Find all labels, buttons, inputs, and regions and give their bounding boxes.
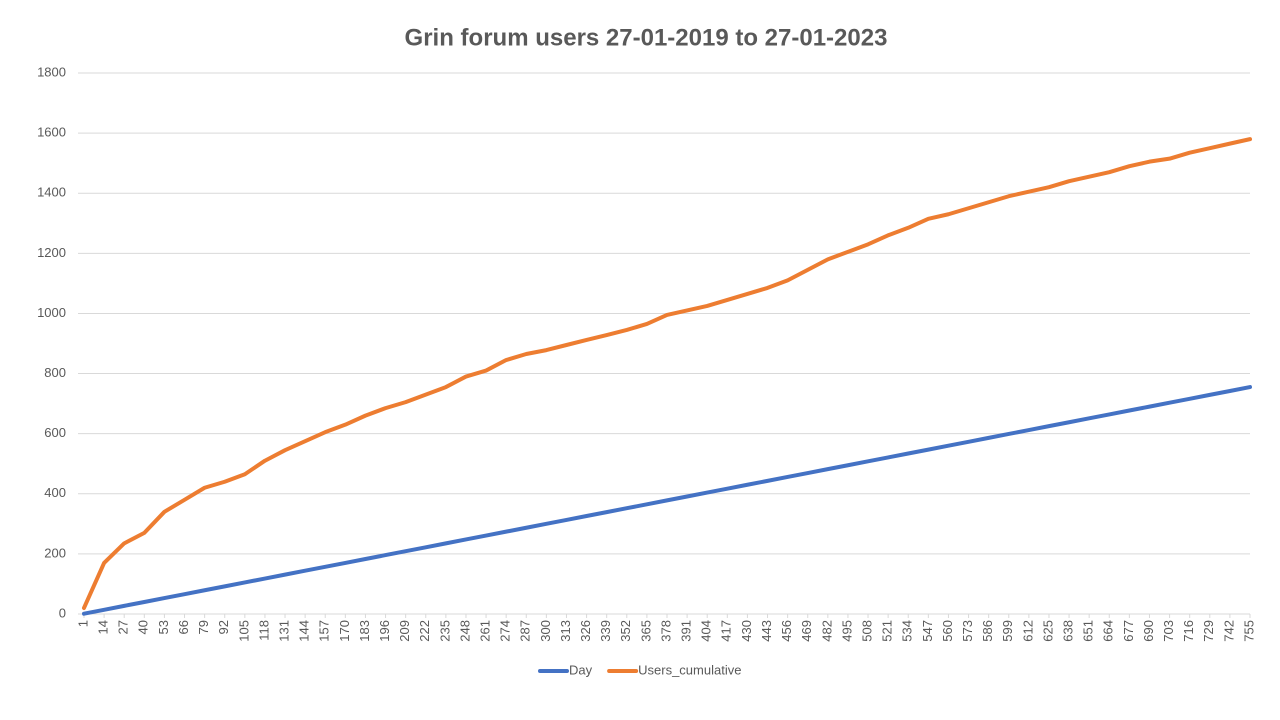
x-tick-label: 79 — [196, 620, 211, 634]
legend-label: Users_cumulative — [638, 662, 741, 677]
x-tick-label: 274 — [498, 620, 513, 642]
x-tick-label: 573 — [960, 620, 975, 642]
y-tick-label: 800 — [44, 365, 66, 380]
x-tick-label: 209 — [397, 620, 412, 642]
x-tick-label: 183 — [357, 620, 372, 642]
x-tick-label: 612 — [1020, 620, 1035, 642]
x-tick-label: 326 — [578, 620, 593, 642]
x-tick-label: 469 — [799, 620, 814, 642]
x-tick-label: 534 — [900, 620, 915, 642]
x-tick-label: 742 — [1221, 620, 1236, 642]
x-tick-label: 157 — [317, 620, 332, 642]
y-tick-label: 1400 — [37, 185, 66, 200]
y-tick-label: 1800 — [37, 64, 66, 79]
x-tick-label: 703 — [1161, 620, 1176, 642]
x-tick-label: 144 — [297, 620, 312, 642]
x-tick-label: 560 — [940, 620, 955, 642]
x-tick-label: 547 — [920, 620, 935, 642]
x-tick-label: 690 — [1141, 620, 1156, 642]
x-tick-label: 40 — [136, 620, 151, 634]
y-tick-label: 200 — [44, 545, 66, 560]
x-tick-label: 729 — [1201, 620, 1216, 642]
x-tick-label: 755 — [1241, 620, 1256, 642]
x-tick-label: 664 — [1101, 620, 1116, 642]
x-tick-label: 313 — [558, 620, 573, 642]
chart-title: Grin forum users 27-01-2019 to 27-01-202… — [405, 24, 888, 51]
x-tick-label: 105 — [236, 620, 251, 642]
x-tick-label: 378 — [658, 620, 673, 642]
y-tick-label: 0 — [59, 605, 66, 620]
x-tick-label: 131 — [276, 620, 291, 642]
y-tick-label: 1600 — [37, 125, 66, 140]
x-tick-label: 495 — [839, 620, 854, 642]
x-tick-label: 92 — [216, 620, 231, 634]
x-tick-label: 14 — [96, 620, 111, 634]
y-tick-label: 600 — [44, 425, 66, 440]
x-tick-label: 261 — [478, 620, 493, 642]
x-tick-label: 599 — [1000, 620, 1015, 642]
x-tick-label: 677 — [1121, 620, 1136, 642]
x-tick-label: 1 — [75, 620, 90, 627]
x-tick-label: 391 — [679, 620, 694, 642]
x-tick-label: 716 — [1181, 620, 1196, 642]
y-tick-label: 1200 — [37, 245, 66, 260]
series-line — [82, 385, 1252, 616]
x-tick-label: 248 — [457, 620, 472, 642]
x-tick-label: 352 — [618, 620, 633, 642]
x-tick-label: 638 — [1061, 620, 1076, 642]
x-tick-label: 196 — [377, 620, 392, 642]
x-tick-label: 651 — [1081, 620, 1096, 642]
x-tick-label: 222 — [417, 620, 432, 642]
x-tick-label: 339 — [598, 620, 613, 642]
x-tick-label: 118 — [256, 620, 271, 641]
x-tick-label: 625 — [1040, 620, 1055, 642]
x-tick-label: 365 — [638, 620, 653, 642]
x-tick-label: 508 — [859, 620, 874, 642]
x-tick-label: 27 — [116, 620, 131, 634]
x-tick-label: 235 — [437, 620, 452, 642]
x-tick-label: 443 — [759, 620, 774, 642]
x-tick-label: 66 — [176, 620, 191, 634]
x-tick-label: 417 — [719, 620, 734, 642]
y-tick-label: 400 — [44, 485, 66, 500]
x-tick-label: 456 — [779, 620, 794, 642]
legend-label: Day — [569, 662, 593, 677]
y-tick-label: 1000 — [37, 305, 66, 320]
x-tick-label: 300 — [538, 620, 553, 642]
x-tick-label: 170 — [337, 620, 352, 642]
x-tick-label: 404 — [699, 620, 714, 642]
x-tick-label: 287 — [518, 620, 533, 642]
series-line — [82, 137, 1252, 610]
x-tick-label: 53 — [156, 620, 171, 634]
x-tick-label: 430 — [739, 620, 754, 642]
x-tick-label: 586 — [980, 620, 995, 642]
x-tick-label: 521 — [880, 620, 895, 642]
x-tick-label: 482 — [819, 620, 834, 642]
